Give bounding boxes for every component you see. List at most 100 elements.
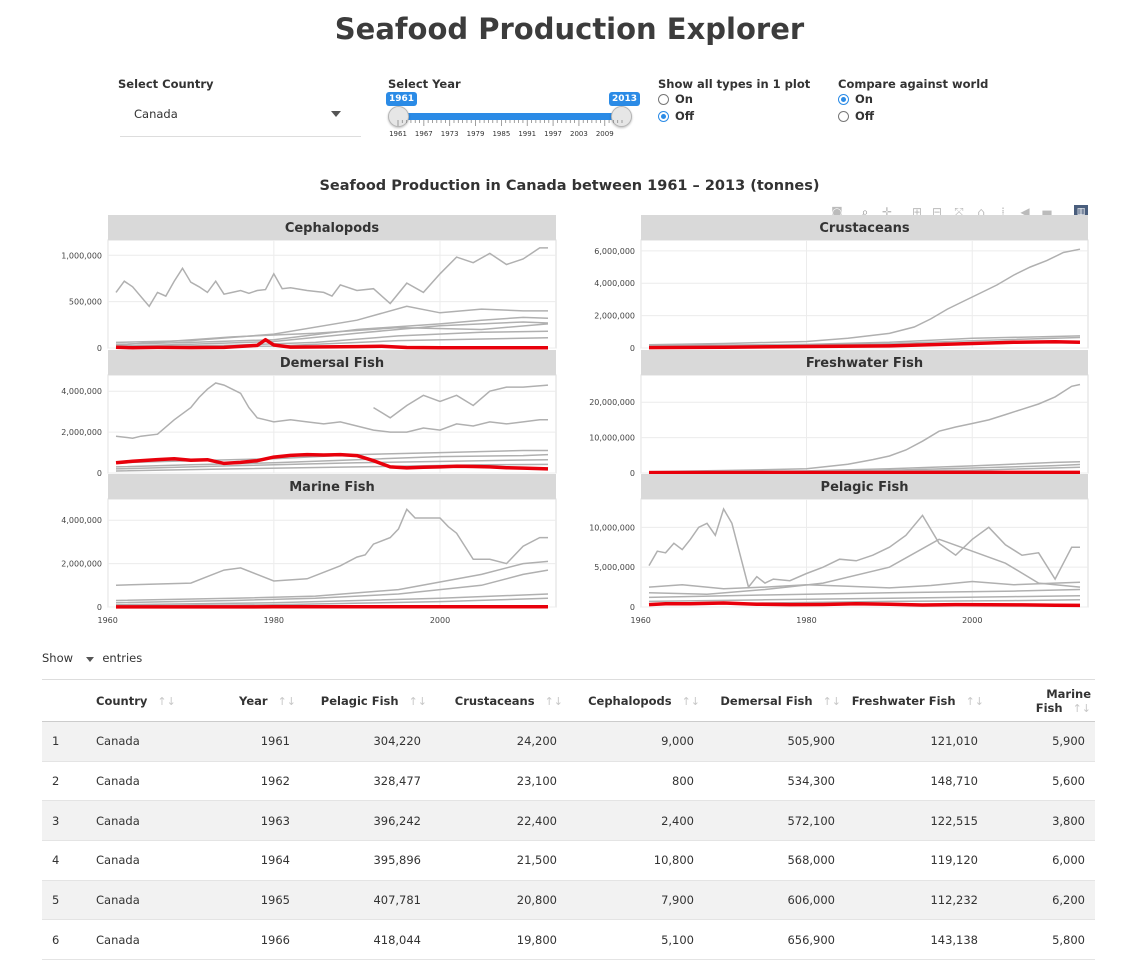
y-tick-label: 4,000,000	[61, 516, 102, 525]
table-cell: 3,800	[988, 801, 1095, 841]
table-cell: 407,781	[300, 880, 431, 920]
table-cell: 5,900	[988, 722, 1095, 762]
table-cell: 505,900	[704, 722, 845, 762]
facet-title: Freshwater Fish	[806, 356, 923, 371]
table-cell: 1962	[192, 761, 300, 801]
sort-icon[interactable]: ↑↓	[545, 695, 563, 708]
table-cell: 396,242	[300, 801, 431, 841]
entries-length-select[interactable]	[79, 653, 97, 665]
table-cell: 5,800	[988, 920, 1095, 960]
y-tick-label: 6,000,000	[594, 247, 635, 256]
table-header-row: Country↑↓ Year↑↓ Pelagic Fish↑↓ Crustace…	[42, 680, 1095, 722]
column-header-cephalopods[interactable]: Cephalopods↑↓	[567, 680, 704, 722]
sort-icon[interactable]: ↑↓	[157, 695, 175, 708]
show-label: Show	[42, 651, 73, 665]
column-header-crustaceans[interactable]: Crustaceans↑↓	[431, 680, 567, 722]
x-tick-label: 1980	[264, 616, 284, 625]
y-tick-label: 0	[630, 344, 635, 353]
table-cell: 21,500	[431, 841, 567, 881]
table-cell: 1966	[192, 920, 300, 960]
table-cell: 328,477	[300, 761, 431, 801]
sort-icon[interactable]: ↑↓	[278, 695, 296, 708]
x-tick-label: 1960	[631, 616, 651, 625]
sort-icon[interactable]: ↑↓	[682, 695, 700, 708]
table-cell: 304,220	[300, 722, 431, 762]
table-cell: 121,010	[845, 722, 988, 762]
table-cell: 9,000	[567, 722, 704, 762]
table-cell: 534,300	[704, 761, 845, 801]
sort-icon[interactable]: ↑↓	[409, 695, 427, 708]
y-tick-label: 4,000,000	[594, 279, 635, 288]
facet-title: Pelagic Fish	[821, 480, 909, 495]
table-cell: 1963	[192, 801, 300, 841]
table-cell: 606,000	[704, 880, 845, 920]
table-cell: 395,896	[300, 841, 431, 881]
table-cell: 1	[42, 722, 84, 762]
table-cell: 5	[42, 880, 84, 920]
table-cell: 6	[42, 920, 84, 960]
table-cell: 119,120	[845, 841, 988, 881]
table-cell: 122,515	[845, 801, 988, 841]
x-tick-label: 1980	[796, 616, 816, 625]
table-cell: 656,900	[704, 920, 845, 960]
table-cell: 19,800	[431, 920, 567, 960]
facet-title: Crustaceans	[819, 221, 909, 236]
sort-icon[interactable]: ↑↓	[966, 695, 984, 708]
table-cell: 4	[42, 841, 84, 881]
table-cell: Canada	[84, 801, 192, 841]
panel-frame	[108, 499, 556, 607]
show-entries: Show entries	[42, 651, 142, 665]
table-cell: 572,100	[704, 801, 845, 841]
table-cell: 1961	[192, 722, 300, 762]
data-table: Country↑↓ Year↑↓ Pelagic Fish↑↓ Crustace…	[42, 679, 1095, 960]
y-tick-label: 500,000	[69, 298, 102, 307]
table-cell: 1965	[192, 880, 300, 920]
x-tick-label: 1960	[98, 616, 118, 625]
column-header-pelagic[interactable]: Pelagic Fish↑↓	[300, 680, 431, 722]
table-cell: 143,138	[845, 920, 988, 960]
column-header-demersal[interactable]: Demersal Fish↑↓	[704, 680, 845, 722]
table-cell: 568,000	[704, 841, 845, 881]
facet-title: Demersal Fish	[280, 356, 384, 371]
table-cell: Canada	[84, 722, 192, 762]
table-cell: 2,400	[567, 801, 704, 841]
table-cell: 148,710	[845, 761, 988, 801]
x-tick-label: 2000	[430, 616, 450, 625]
facet-title: Cephalopods	[285, 221, 380, 236]
table-cell: 800	[567, 761, 704, 801]
column-header-year[interactable]: Year↑↓	[192, 680, 300, 722]
table-cell: Canada	[84, 920, 192, 960]
table-cell: 10,800	[567, 841, 704, 881]
y-tick-label: 10,000,000	[589, 434, 635, 443]
table-cell: 7,900	[567, 880, 704, 920]
panel-frame	[641, 375, 1088, 473]
sort-icon[interactable]: ↑↓	[1073, 702, 1091, 715]
table-cell: 6,200	[988, 880, 1095, 920]
column-header-marine[interactable]: Marine Fish↑↓	[988, 680, 1095, 722]
table-cell: 23,100	[431, 761, 567, 801]
table-cell: Canada	[84, 880, 192, 920]
facet-panel: 0 500,000 1,000,000 Cephalopods	[61, 215, 556, 353]
table-cell: 1964	[192, 841, 300, 881]
y-tick-label: 1,000,000	[61, 251, 102, 260]
column-header-freshwater[interactable]: Freshwater Fish↑↓	[845, 680, 988, 722]
table-cell: 6,000	[988, 841, 1095, 881]
y-tick-label: 0	[97, 344, 102, 353]
table-cell: 24,200	[431, 722, 567, 762]
column-header-country[interactable]: Country↑↓	[84, 680, 192, 722]
x-tick-label: 2000	[962, 616, 982, 625]
y-tick-label: 2,000,000	[61, 428, 102, 437]
y-tick-label: 10,000,000	[589, 523, 635, 532]
facet-plots: 0 500,000 1,000,000 Cephalopods 0 2,000,000 4,…	[0, 0, 1139, 640]
table-cell: 2	[42, 761, 84, 801]
table-cell: 112,232	[845, 880, 988, 920]
table-cell: 418,044	[300, 920, 431, 960]
table-cell: 3	[42, 801, 84, 841]
sort-icon[interactable]: ↑↓	[823, 695, 841, 708]
table-cell: 5,100	[567, 920, 704, 960]
